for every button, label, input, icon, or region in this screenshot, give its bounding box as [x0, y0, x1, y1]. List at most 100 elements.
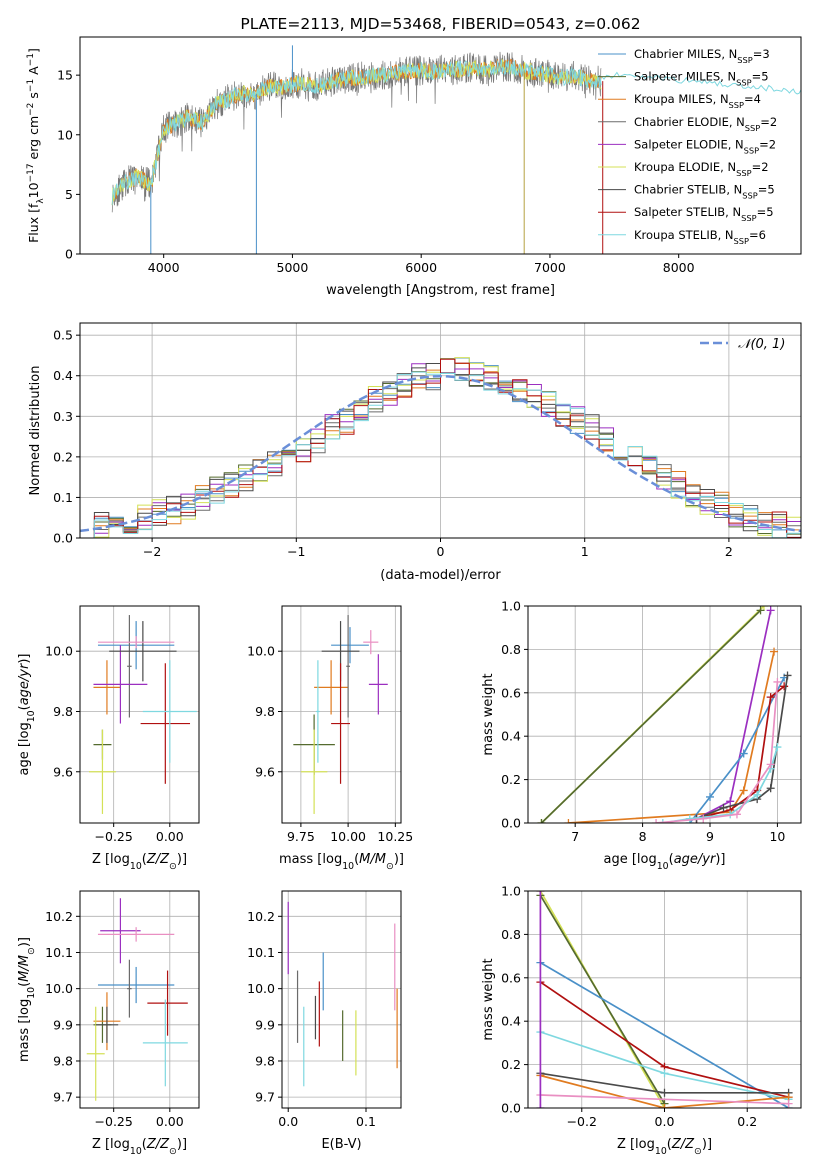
weight-marker [660, 1104, 669, 1108]
legend-label: Chabrier MILES, NSSP=3 [634, 47, 770, 65]
weight-marker [766, 606, 775, 615]
weight-marker [660, 1069, 669, 1078]
legend-label: Salpeter MILES, NSSP=5 [634, 70, 769, 88]
y-axis-label: mass weight [481, 673, 496, 755]
y-tick-label: 0.4 [53, 368, 73, 383]
x-tick-label: −0.25 [95, 1114, 133, 1129]
x-tick-label: 9 [706, 829, 714, 844]
y-tick-label: 9.9 [255, 1017, 275, 1032]
y-tick-label: 0.0 [501, 816, 521, 831]
y-tick-label: 0.2 [501, 772, 521, 787]
y-tick-label: 1.0 [501, 599, 521, 614]
weight-marker [759, 606, 768, 610]
weight-line [540, 1094, 789, 1105]
axes-frame [281, 605, 402, 824]
weight-marker [536, 1104, 545, 1108]
axes-frame [79, 36, 802, 255]
weight-marker [739, 786, 748, 795]
weight-marker [756, 606, 765, 615]
x-tick-label: 8000 [663, 260, 695, 275]
x-tick-label: 10.00 [330, 829, 366, 844]
x-axis-label: wavelength [Angstrom, rest frame] [326, 283, 555, 298]
y-tick-label: 0.8 [501, 642, 521, 657]
legend-label: 𝒩(0, 1) [738, 337, 785, 352]
weight-line [539, 961, 790, 1108]
y-tick-label: 0.3 [53, 409, 73, 424]
y-tick-label: 9.7 [255, 1090, 275, 1105]
x-tick-label: 0.00 [156, 1114, 184, 1129]
weight-line [540, 1074, 789, 1108]
weight-marker [783, 671, 792, 680]
x-tick-label: 7000 [534, 260, 566, 275]
y-tick-label: 0.4 [501, 1014, 521, 1029]
x-tick-label: −0.2 [567, 1114, 597, 1129]
y-tick-label: 0.2 [501, 1057, 521, 1072]
weight-marker [784, 1099, 793, 1108]
age-vs-mass-panel: 9.75 10.00 10.25 9.6 9.8 10.0 mass [log10(M/M⊙… [247, 605, 413, 872]
spectrum-panel: 4000 5000 6000 7000 8000 0 5 10 15 PLATE=2113, MJ… [26, 15, 802, 298]
weight-marker [685, 814, 694, 823]
x-tick-label: 0.0 [655, 1114, 675, 1129]
legend-label: Kroupa MILES, NSSP=4 [634, 92, 761, 110]
y-axis-label: Flux [fλ10−17 erg cm−2 s−1 A−1] [26, 48, 46, 243]
axes-frame [281, 890, 402, 1109]
y-axis-label: mass weight [481, 958, 496, 1040]
y-tick-label: 0.2 [53, 449, 73, 464]
y-tick-label: 9.9 [53, 1017, 73, 1032]
weight-marker [766, 784, 775, 793]
y-tick-label: 0.8 [501, 927, 521, 942]
y-tick-label: 10.0 [45, 981, 73, 996]
weight-vs-Z-panel: −0.2 0.0 0.2 0.0 0.2 0.4 0.6 0.8 1.0 Z [log10(Z/Z… [481, 884, 802, 1157]
x-tick-label: 8 [639, 829, 647, 844]
y-tick-label: 10.1 [247, 945, 275, 960]
x-axis-label: mass [log10(M/M⊙)] [279, 852, 404, 872]
weight-marker [564, 819, 573, 823]
x-axis-label: Z [log10(Z/Z⊙)] [617, 1137, 712, 1157]
weight-marker [766, 693, 775, 702]
y-tick-label: 10.0 [247, 644, 275, 659]
y-tick-label: 10.2 [45, 909, 73, 924]
model-line [601, 71, 801, 95]
axes-frame [79, 605, 200, 824]
x-tick-label: 0 [437, 544, 445, 559]
weight-marker [773, 743, 782, 752]
y-tick-label: 0.5 [53, 328, 73, 343]
weight-marker [780, 682, 789, 691]
x-axis-label: Z [log10(Z/Z⊙)] [92, 1137, 187, 1157]
y-tick-label: 9.8 [53, 1053, 73, 1068]
weight-marker [753, 790, 762, 799]
x-axis-label: E(B-V) [321, 1137, 361, 1152]
x-tick-label: 10.25 [377, 829, 413, 844]
x-tick-label: 5000 [277, 260, 309, 275]
x-tick-label: 9.75 [287, 829, 315, 844]
x-tick-label: 4000 [148, 260, 180, 275]
x-axis-label: (data-model)/error [380, 568, 501, 583]
x-tick-label: 6000 [405, 260, 437, 275]
x-tick-label: −2 [143, 544, 161, 559]
x-tick-label: 0.1 [356, 1114, 376, 1129]
weight-marker [732, 810, 741, 819]
x-tick-label: 0.00 [156, 829, 184, 844]
weight-marker [706, 792, 714, 801]
weight-marker [658, 819, 667, 823]
x-tick-label: 2 [725, 544, 733, 559]
weight-marker [770, 647, 779, 656]
weight-marker [739, 749, 748, 758]
weight-vs-age-panel: 7 8 9 10 0.0 0.2 0.4 0.6 0.8 1.0 age [log10(age/yr… [481, 599, 802, 872]
axes-frame [79, 322, 802, 539]
y-axis-label: Normed distribution [28, 366, 43, 496]
weight-marker [652, 819, 661, 823]
legend-label: Salpeter STELIB, NSSP=5 [634, 205, 774, 223]
y-tick-label: 0 [65, 247, 73, 262]
x-tick-label: 0.2 [737, 1114, 757, 1129]
mass-vs-Z-panel: −0.25 0.00 9.7 9.8 9.9 10.0 10.1 10.2 Z [log10(Z… [17, 890, 200, 1157]
axes-frame [527, 605, 802, 824]
weight-line [656, 681, 779, 823]
y-tick-label: 10.0 [45, 644, 73, 659]
y-tick-label: 10.2 [247, 909, 275, 924]
legend-label: Kroupa ELODIE, NSSP=2 [634, 160, 769, 178]
y-tick-label: 1.0 [501, 884, 521, 899]
weight-marker [766, 760, 775, 769]
y-tick-label: 15 [57, 68, 73, 83]
